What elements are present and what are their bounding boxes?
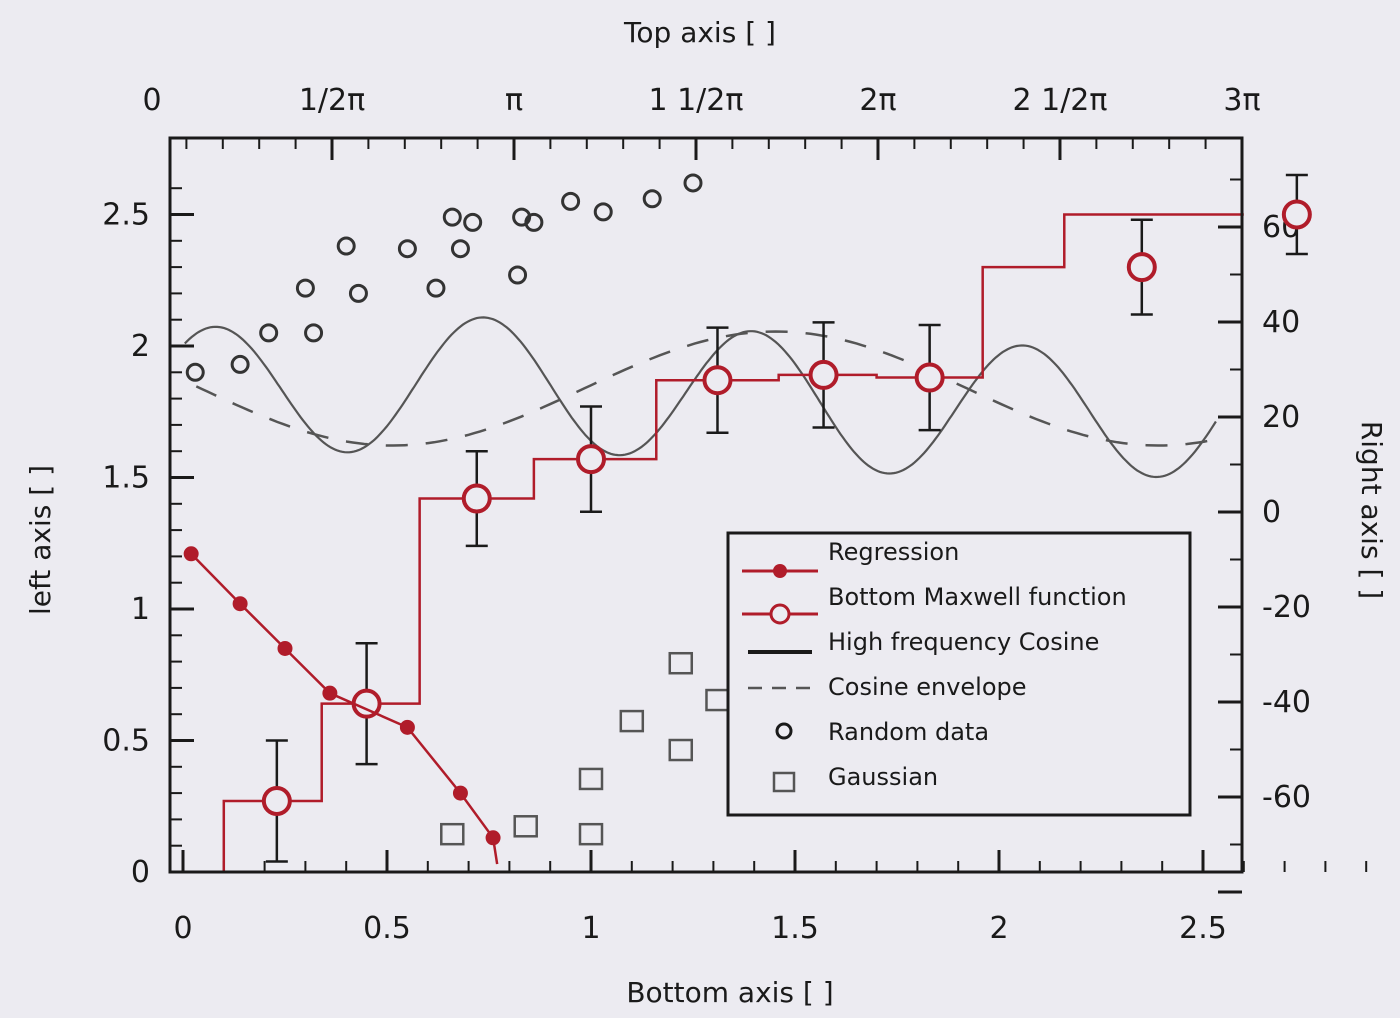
legend-key-random-circle [775,722,793,740]
maxwell-open-circle-marker [261,785,292,816]
right-axis-tick-label: 0 [1262,495,1281,530]
right-axis-tick-label: 40 [1262,305,1300,340]
random-data-circle [230,354,250,374]
gaussian-square-marker [578,822,604,846]
random-data-circle [304,323,324,343]
left-axis-tick-label: 1 [131,592,150,627]
legend-label-regression: Regression [828,538,959,566]
legend-label-envelope: Cosine envelope [828,673,1027,701]
random-data-circle [463,212,483,232]
random-data-circle [683,173,703,193]
maxwell-open-circle-marker [914,362,945,393]
random-data-circle [442,207,462,227]
right-axis-tick-label: -60 [1262,780,1311,815]
regression-point-marker [232,596,248,612]
maxwell-open-circle-marker [1126,252,1157,283]
plot-frame [168,136,1244,874]
maxwell-step-line [222,213,1244,872]
maxwell-open-circle-marker [576,444,606,475]
random-data-circle [185,362,205,382]
legend-label-maxwell: Bottom Maxwell function [828,583,1127,611]
top-axis-title: Top axis [ ] [623,16,776,49]
bottom-axis-tick-label: 2.5 [1179,911,1227,946]
right-axis-tick-label: -20 [1262,590,1311,625]
plot-series [183,173,1312,872]
tick-labels: 0 0.5 1 1.5 2 2.5 0 0.5 1 1.5 2 2.5 0 1/2π π 1 1/2π 2π 2 … [102,83,1311,946]
top-axis-tick-label: 3π [1223,83,1260,118]
legend-key-regression-marker [773,564,787,578]
random-data-circle [561,191,581,211]
regression-point-marker [452,785,468,801]
random-data-circle [348,283,368,303]
left-axis-title: left axis [ ] [24,465,57,615]
maxwell-open-circle-marker [702,365,733,396]
regression-line [190,552,499,865]
random-data-circle [593,202,613,222]
gaussian-square-marker [619,709,645,733]
gaussian-square-marker [513,815,538,838]
high-frequency-cosine-line [184,316,1217,479]
legend-box [726,531,1192,817]
maxwell-open-circle-marker [461,483,492,514]
right-axis-tick-label: 20 [1262,400,1300,435]
regression-point-marker [183,546,199,562]
left-axis-tick-label: 0 [131,855,150,890]
random-data-circle [259,323,279,343]
legend-key-gaussian-square [772,771,796,793]
left-axis-tick-label: 1.5 [102,461,150,496]
bottom-axis-title: Bottom axis [ ] [626,976,833,1009]
left-axis-tick-label: 0.5 [102,724,150,759]
top-axis-tick-label: 2π [859,83,896,118]
maxwell-open-circle-marker [808,359,839,390]
cosine-envelope-line [195,330,1217,447]
random-data-circle [450,239,470,259]
bottom-axis-tick-label: 1 [581,911,600,946]
gaussian-square-marker [668,738,694,762]
top-axis-tick-label: 1/2π [299,83,365,118]
top-axis-tick-label: 0 [142,83,161,118]
top-axis-tick-label: 1 1/2π [648,83,743,118]
top-axis-tick-label: 2 1/2π [1012,83,1107,118]
regression-point-marker [399,719,415,735]
right-axis-tick-label: -40 [1262,685,1311,720]
gaussian-square-marker [440,822,465,846]
random-data-circle [336,236,356,256]
maxwell-open-circle-marker [1281,199,1312,230]
bottom-axis-tick-label: 1.5 [771,911,819,946]
right-axis-title: Right axis [ ] [1355,421,1388,599]
gaussian-square-marker [668,651,694,675]
random-data-circle [426,278,446,298]
bottom-axis-tick-label: 2 [989,911,1008,946]
gaussian-square-marker [578,767,604,791]
random-data-circle [642,189,662,209]
legend-label-random: Random data [828,718,989,746]
random-data-circle [508,265,528,285]
bottom-axis-tick-label: 0 [173,911,192,946]
legend-label-gaussian: Gaussian [828,763,938,791]
legend-key-maxwell-marker [769,603,791,625]
legend: Regression Bottom Maxwell function High … [726,531,1192,817]
regression-point-marker [322,685,338,701]
bottom-axis-tick-label: 0.5 [363,911,411,946]
regression-point-marker [277,640,293,656]
top-axis-tick-label: π [505,83,523,118]
legend-label-cosine: High frequency Cosine [828,628,1099,656]
left-axis-tick-label: 2 [131,329,150,364]
legend-keys [742,564,818,793]
tick-marks [170,138,1368,894]
regression-point-marker [485,830,501,846]
left-axis-tick-label: 2.5 [102,198,150,233]
random-data-circle [397,239,417,259]
random-data-circle [524,212,544,232]
random-data-circle [295,278,315,298]
